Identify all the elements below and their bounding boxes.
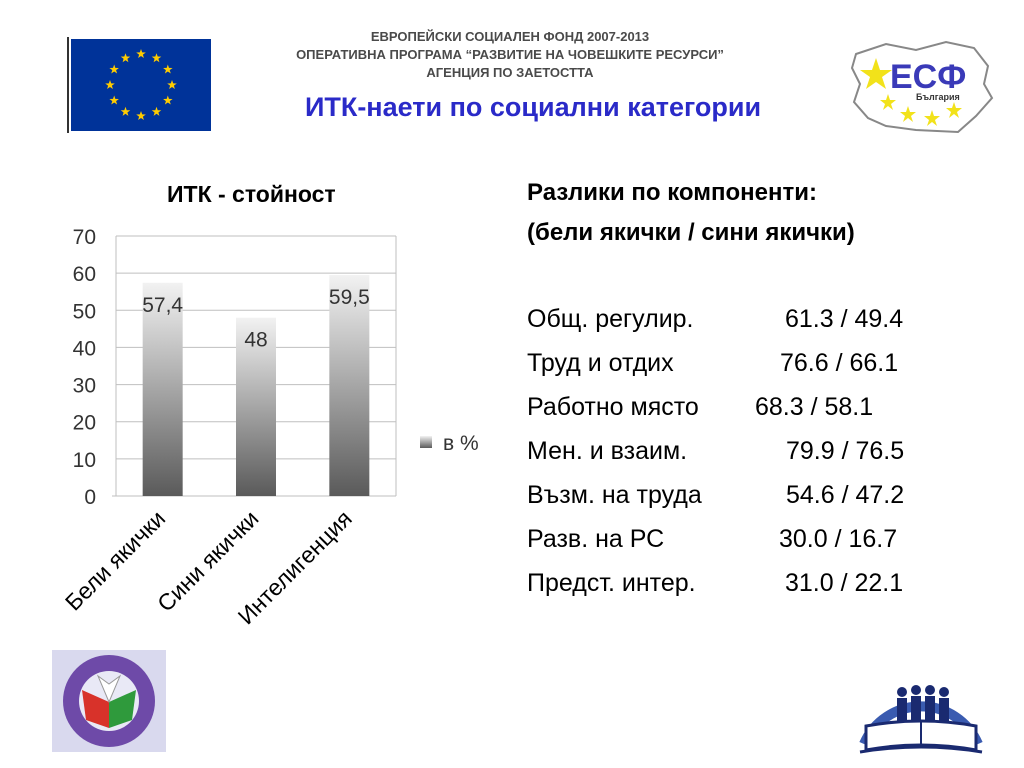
eu-star-icon (167, 80, 177, 89)
data-label: 59,5 (329, 286, 370, 309)
bar-1 (236, 317, 276, 496)
slide-title: ИТК-наети по социални категории (304, 92, 762, 122)
component-label: Възм. на труда (527, 481, 702, 509)
component-value: 31.0 / 22.1 (785, 569, 904, 597)
component-value: 76.6 / 66.1 (780, 349, 899, 377)
eu-star-icon (120, 53, 131, 63)
data-label: 48 (244, 329, 267, 352)
chart-title: ИТК - стойност (167, 181, 336, 207)
eu-star-icon (136, 111, 146, 120)
eu-star-icon (109, 95, 119, 105)
legend-label: в % (443, 432, 479, 455)
y-tick-label: 40 (73, 337, 96, 360)
component-value: 79.9 / 76.5 (786, 437, 905, 465)
component-label: Работно място (527, 393, 699, 421)
component-value: 54.6 / 47.2 (786, 481, 905, 509)
comparison-heading: Разлики по компоненти: (527, 179, 817, 206)
eu-star-icon (105, 80, 115, 89)
component-label: Предст. интер. (527, 569, 696, 597)
y-tick-label: 70 (73, 226, 96, 249)
header-line-2: ОПЕРАТИВНА ПРОГРАМА “РАЗВИТИЕ НА ЧОВЕШКИ… (296, 47, 724, 62)
bar-0 (142, 282, 183, 496)
y-tick-label: 50 (73, 300, 96, 323)
component-label: Общ. регулир. (527, 305, 694, 333)
comparison-row: Разв. на РС 30.0 / 16.7 (527, 517, 997, 561)
eu-star-icon (151, 106, 162, 116)
eu-star-icon (151, 53, 162, 63)
y-tick-label: 20 (73, 412, 96, 435)
comparison-subheading: (бели якички / сини якички) (527, 219, 855, 246)
comparison-row: Възм. на труда 54.6 / 47.2 (527, 473, 997, 517)
component-label: Мен. и взаим. (527, 437, 688, 465)
comparison-row: Труд и отдих 76.6 / 66.1 (527, 341, 997, 385)
eu-star-icon (163, 64, 173, 74)
svg-text:България: България (916, 92, 960, 102)
component-label: Разв. на РС (527, 525, 665, 553)
header-line-3: АГЕНЦИЯ ПО ЗАЕТОСТТА (426, 65, 594, 80)
eu-star-icon (163, 95, 173, 105)
svg-text:ЕСФ: ЕСФ (890, 58, 966, 96)
component-value: 30.0 / 16.7 (779, 525, 898, 553)
comparison-row: Мен. и взаим. 79.9 / 76.5 (527, 429, 997, 473)
eu-star-icon (109, 64, 119, 74)
comparison-row: Работно място 68.3 / 58.1 (527, 385, 997, 429)
comparison-panel: Разлики по компоненти: (бели якички / си… (527, 173, 997, 605)
data-label: 57,4 (142, 294, 183, 317)
component-value: 68.3 / 58.1 (755, 393, 874, 421)
book-logo (859, 685, 983, 754)
eu-flag-icon (67, 37, 213, 133)
union-logo (52, 650, 166, 752)
bar-2 (329, 275, 370, 496)
component-value: 61.3 / 49.4 (785, 305, 904, 333)
header-line-1: ЕВРОПЕЙСКИ СОЦИАЛЕН ФОНД 2007-2013 (370, 29, 650, 44)
esf-logo: ЕСФ България (850, 40, 994, 134)
eu-star-icon (120, 106, 131, 116)
y-tick-label: 10 (73, 449, 96, 472)
y-tick-label: 60 (73, 263, 96, 286)
y-tick-label: 0 (84, 486, 96, 509)
y-tick-label: 30 (73, 375, 96, 398)
component-label: Труд и отдих (527, 349, 674, 377)
legend-swatch (420, 436, 432, 448)
eu-star-icon (136, 49, 146, 58)
comparison-row: Общ. регулир. 61.3 / 49.4 (527, 297, 997, 341)
comparison-row: Предст. интер. 31.0 / 22.1 (527, 561, 997, 605)
